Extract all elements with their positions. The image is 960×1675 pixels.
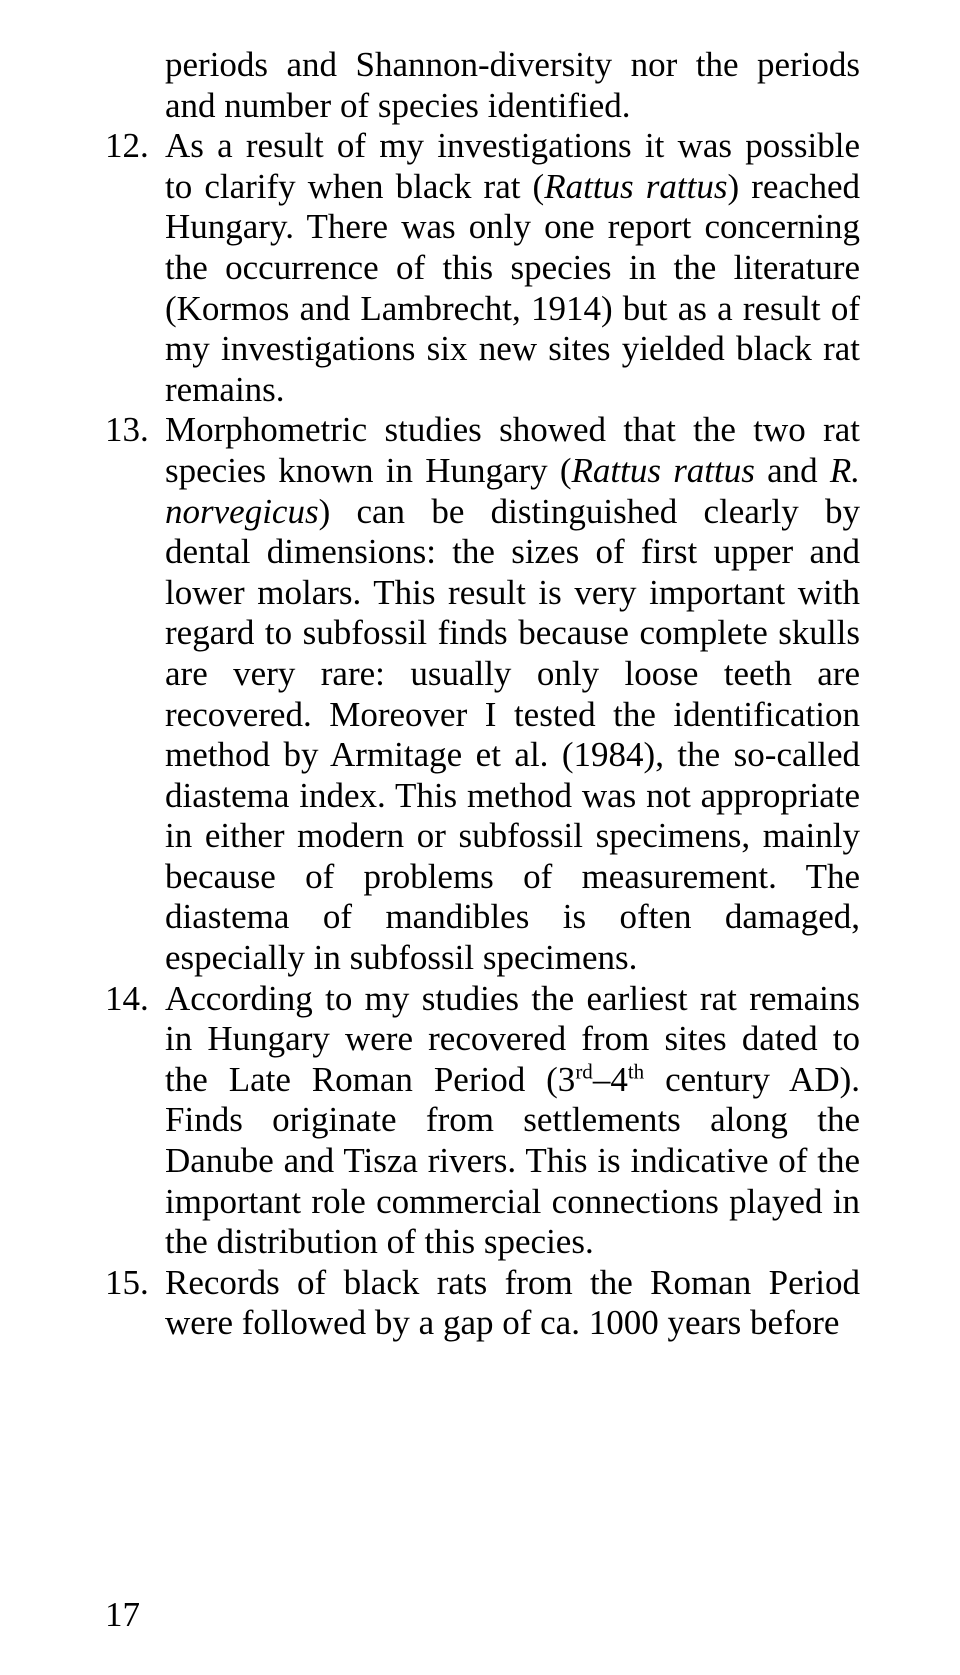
- item-list: periods and Shannon-diversity nor the pe…: [105, 45, 860, 1344]
- page-number: 17: [105, 1595, 140, 1635]
- list-item: periods and Shannon-diversity nor the pe…: [105, 45, 860, 126]
- item-number: 15.: [105, 1263, 165, 1304]
- item-number: 14.: [105, 979, 165, 1020]
- item-text: Morphometric studies showed that the two…: [165, 410, 860, 977]
- item-text: According to my studies the earliest rat…: [165, 979, 860, 1262]
- list-item: 13.Morphometric studies showed that the …: [105, 410, 860, 978]
- item-number: 13.: [105, 410, 165, 451]
- item-text: Records of black rats from the Roman Per…: [165, 1263, 860, 1343]
- item-text: periods and Shannon-diversity nor the pe…: [165, 45, 860, 125]
- list-item: 14.According to my studies the earliest …: [105, 979, 860, 1263]
- item-number: 12.: [105, 126, 165, 167]
- page: periods and Shannon-diversity nor the pe…: [0, 0, 960, 1675]
- item-text: As a result of my investigations it was …: [165, 126, 860, 409]
- list-item: 12.As a result of my investigations it w…: [105, 126, 860, 410]
- list-item: 15.Records of black rats from the Roman …: [105, 1263, 860, 1344]
